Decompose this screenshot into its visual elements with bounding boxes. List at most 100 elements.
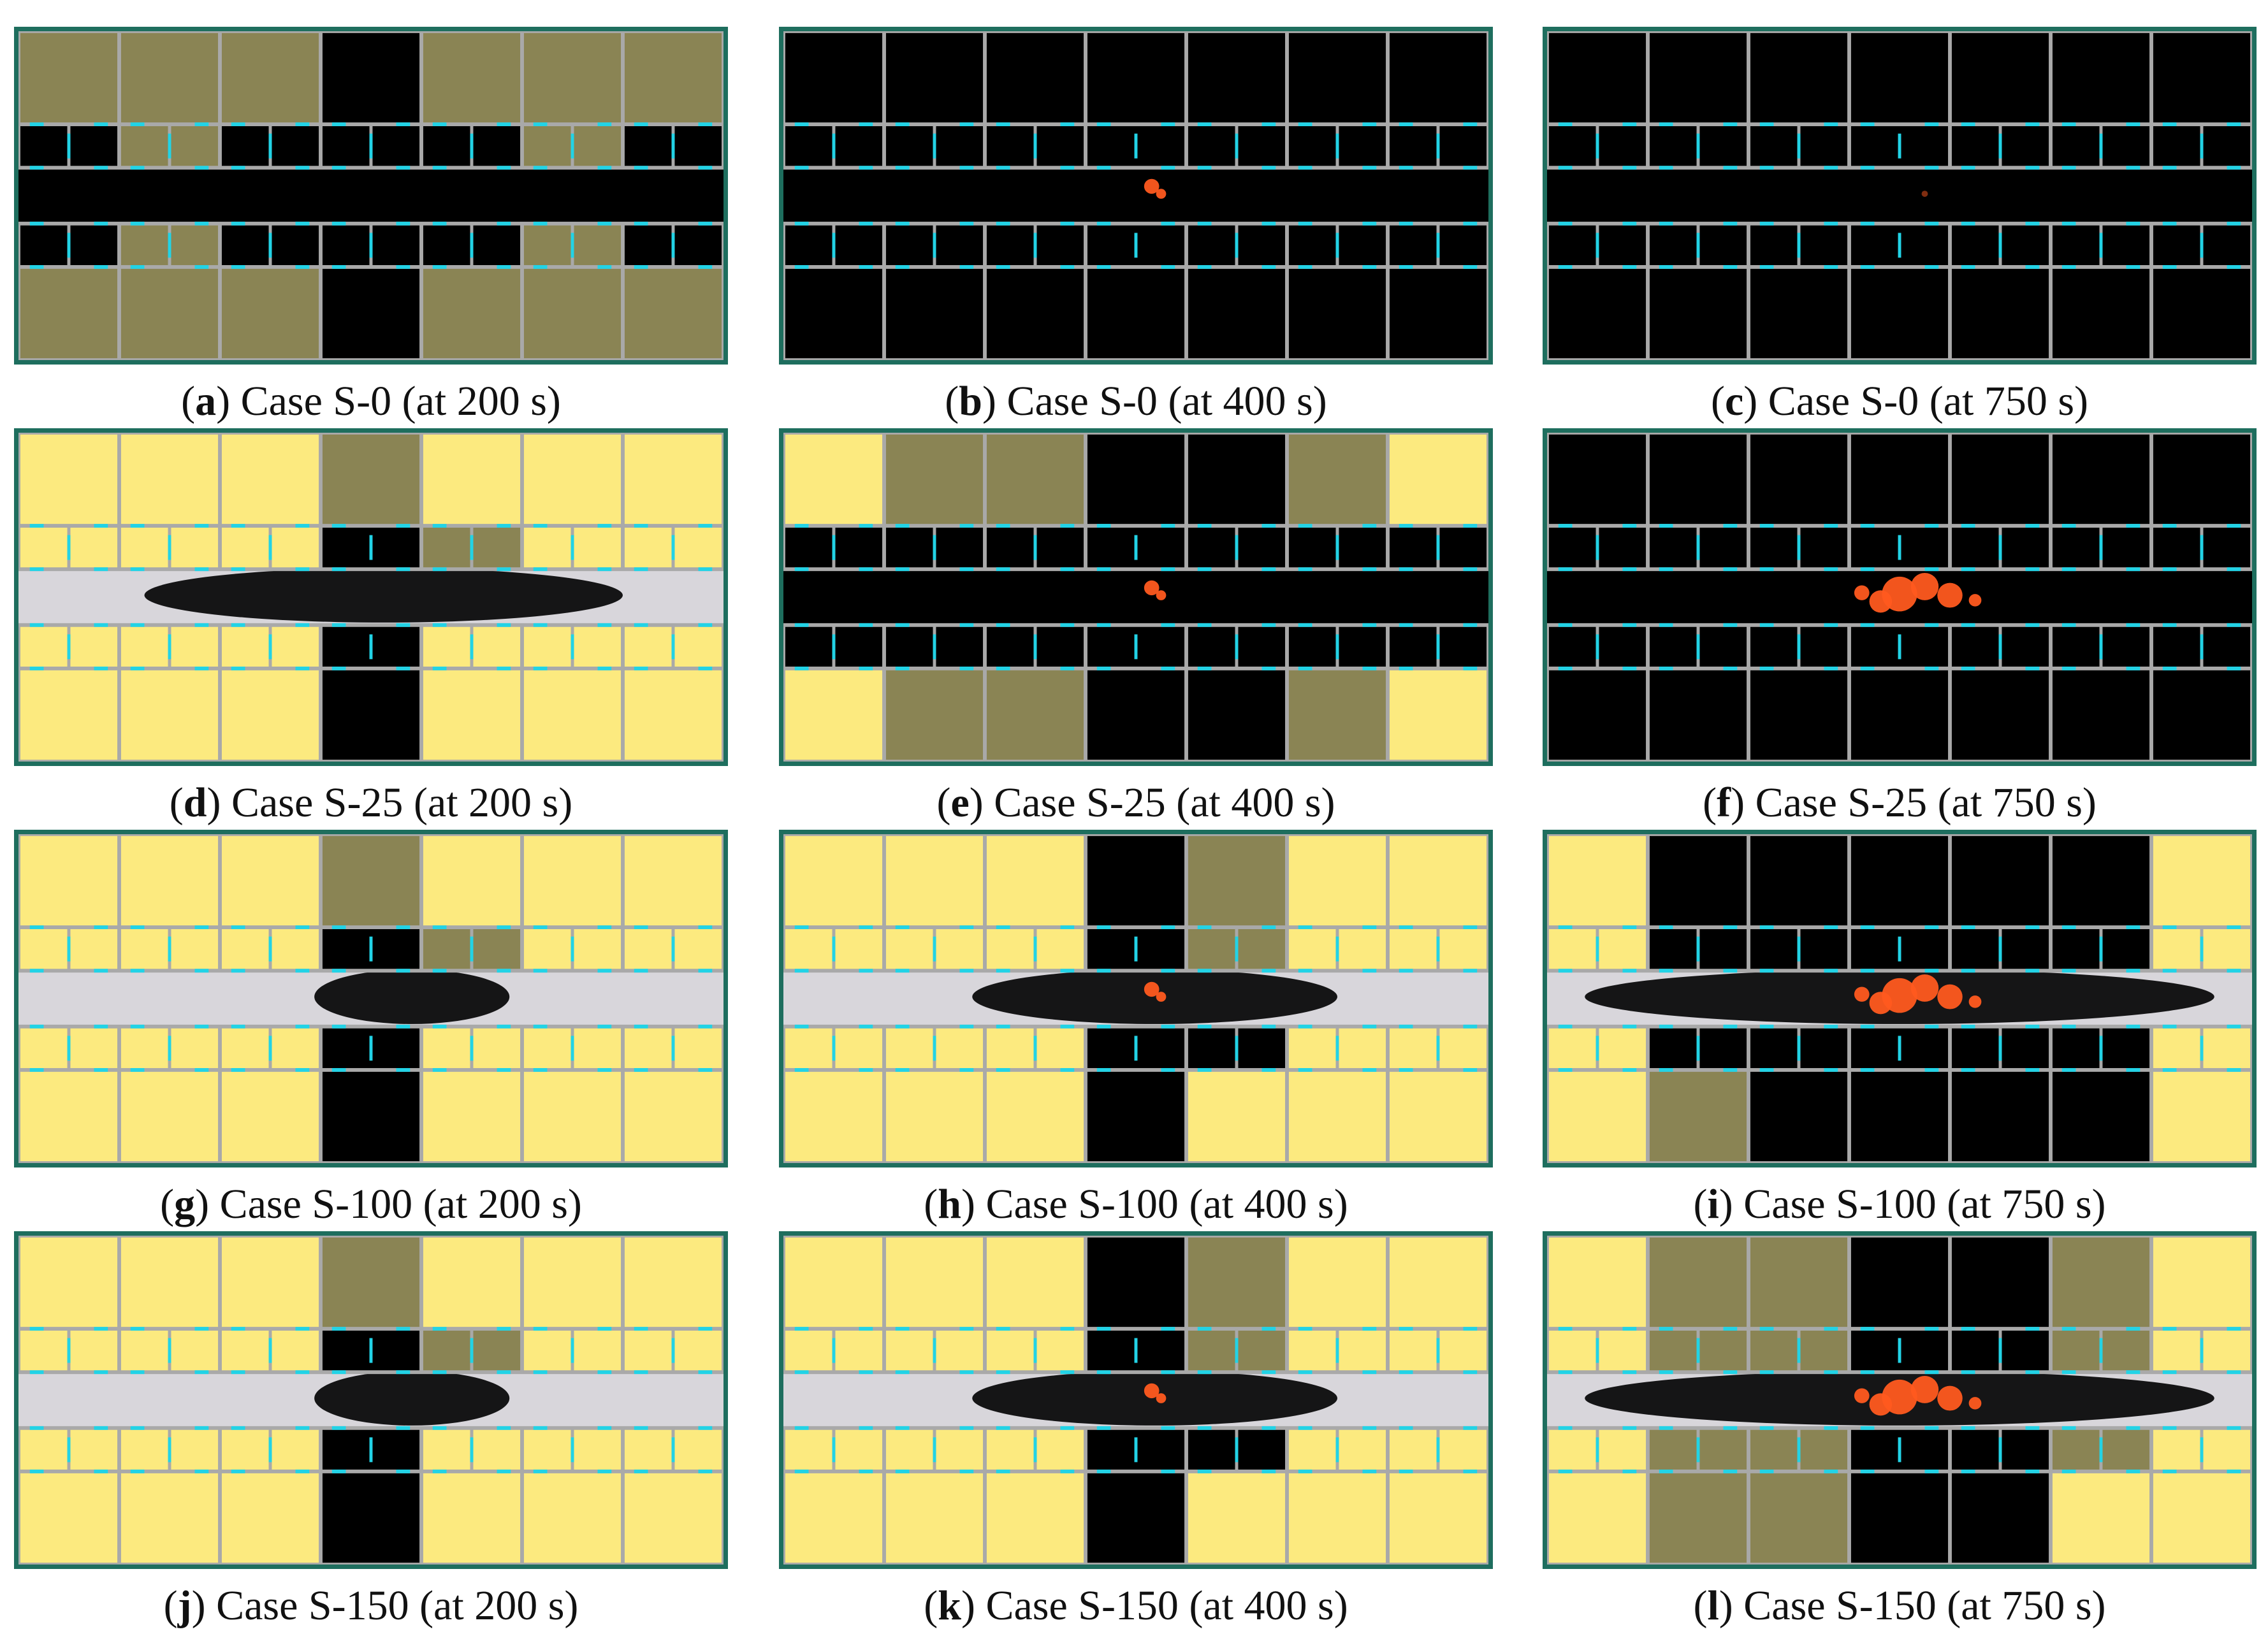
room-cell [1547,31,1648,125]
smoke-plume [314,969,510,1024]
room-cell [1849,1069,1950,1163]
room-cell [1748,1069,1849,1163]
room-cell [783,433,884,526]
room-cell [1388,834,1488,928]
panel-caption: (e) Case S-25 (at 400 s) [936,779,1335,826]
time-label: (at 400 s) [1176,779,1335,826]
time-label: (at 200 s) [413,779,573,826]
room-cell [985,1069,1086,1163]
panel-letter: e [950,779,970,826]
figure-panel-b: (b) Case S-0 (at 400 s) [779,27,1493,428]
room-cell [1748,433,1849,526]
room-cell [522,1069,623,1163]
panel-letter: j [177,1582,192,1629]
corridor [18,168,723,224]
room-cell [1388,31,1488,125]
room-cell [119,834,220,928]
room-cell [522,31,623,125]
room-cell [985,433,1086,526]
fire-source [1144,1383,1167,1403]
room-cell [321,1471,421,1565]
room-cell [1849,834,1950,928]
room-cell [1950,1069,2051,1163]
fire-source [1144,981,1167,1002]
time-label: (at 200 s) [419,1582,579,1629]
figure-panel-l: (l) Case S-150 (at 750 s) [1543,1231,2257,1633]
time-label: (at 400 s) [1168,378,1327,424]
room-cell [1950,266,2051,360]
room-cell [985,1236,1086,1329]
panel-caption: (i) Case S-100 (at 750 s) [1693,1181,2106,1227]
figure-panel-g: (g) Case S-100 (at 200 s) [14,830,728,1231]
panel-caption: (b) Case S-0 (at 400 s) [945,378,1327,424]
room-cell [1849,1236,1950,1329]
room-cell [623,31,723,125]
smoke-spread-map [18,1236,723,1565]
room-cell [1547,834,1648,928]
figure-panel-e: (e) Case S-25 (at 400 s) [779,428,1493,830]
figure-panel-f: (f) Case S-25 (at 750 s) [1543,428,2257,830]
room-cell [2151,1069,2252,1163]
room-cell [1287,31,1388,125]
room-cell [2151,1471,2252,1565]
panel-letter: i [1707,1181,1719,1227]
room-cell [321,31,421,125]
room-cell [884,668,985,762]
floor-plan-simulation [14,27,728,365]
room-cell [1950,433,2051,526]
time-label: (at 750 s) [1947,1582,2106,1629]
room-cell [1086,1069,1186,1163]
room-cell [119,668,220,762]
room-cell [1648,1069,1748,1163]
room-cell [1287,1069,1388,1163]
floor-plan-simulation [14,428,728,766]
room-cell [1388,1069,1488,1163]
case-label: Case S-100 [1743,1181,1937,1227]
panel-letter: k [938,1582,961,1629]
floor-plan-simulation [1543,428,2257,766]
room-cell [220,31,321,125]
room-cell [623,1236,723,1329]
room-cell [119,266,220,360]
room-cell [1287,1236,1388,1329]
room-cell [783,668,884,762]
room-cell [421,266,522,360]
panel-caption: (h) Case S-100 (at 400 s) [924,1181,1348,1227]
room-cell [522,1236,623,1329]
room-cell [1547,668,1648,762]
panel-letter: b [959,378,982,424]
panel-caption: (a) Case S-0 (at 200 s) [181,378,561,424]
smoke-plume [972,969,1337,1024]
room-cell [1388,266,1488,360]
room-cell [1086,1236,1186,1329]
room-cell [522,266,623,360]
panel-caption: (g) Case S-100 (at 200 s) [160,1181,582,1227]
room-cell [1086,266,1186,360]
panel-letter: g [174,1181,196,1227]
time-label: (at 750 s) [1937,779,2097,826]
room-cell [421,31,522,125]
room-cell [321,1069,421,1163]
case-label: Case S-150 [216,1582,409,1629]
room-cell [2051,1471,2151,1565]
room-cell [1086,31,1186,125]
room-cell [18,1471,119,1565]
room-cell [421,668,522,762]
room-cell [623,433,723,526]
room-cell [1388,433,1488,526]
room-cell [1849,668,1950,762]
room-cell [1547,1471,1648,1565]
room-cell [1186,266,1287,360]
room-cell [321,433,421,526]
smoke-spread-map [1547,433,2252,762]
room-cell [985,834,1086,928]
room-cell [1086,1471,1186,1565]
figure-panel-c: (c) Case S-0 (at 750 s) [1543,27,2257,428]
room-cell [1950,834,2051,928]
panel-caption: (c) Case S-0 (at 750 s) [1710,378,2089,424]
room-cell [2151,433,2252,526]
room-cell [1648,266,1748,360]
room-cell [2051,266,2151,360]
room-cell [421,1236,522,1329]
room-cell [623,1069,723,1163]
